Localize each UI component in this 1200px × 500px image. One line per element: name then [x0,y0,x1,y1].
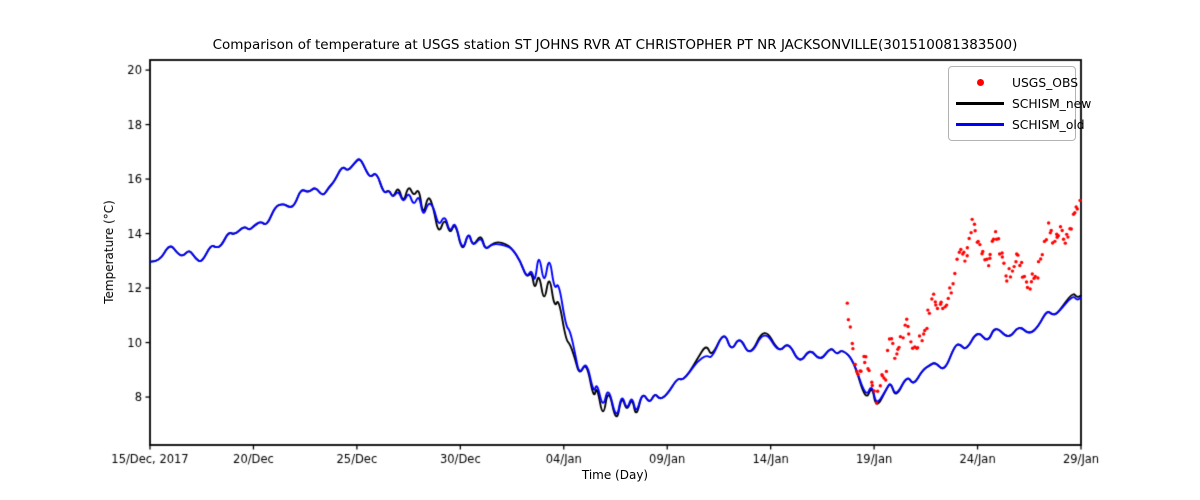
red-dot-marker [954,79,1006,86]
legend-label: SCHISM_new [1012,96,1092,111]
x-axis-label: Time (Day) [581,468,649,482]
legend-item-usgs-obs: USGS_OBS [954,72,1078,93]
legend-item-schism-old: SCHISM_old [954,114,1085,135]
black-line-swatch [954,102,1006,105]
y-axis-label: Temperature (°C) [102,200,116,304]
blue-line-swatch [954,123,1006,126]
legend: USGS_OBS SCHISM_new SCHISM_old [948,66,1091,141]
legend-item-schism-new: SCHISM_new [954,93,1091,114]
legend-label: SCHISM_old [1012,117,1085,132]
chart-title: Comparison of temperature at USGS statio… [212,37,1018,53]
legend-label: USGS_OBS [1012,75,1078,90]
